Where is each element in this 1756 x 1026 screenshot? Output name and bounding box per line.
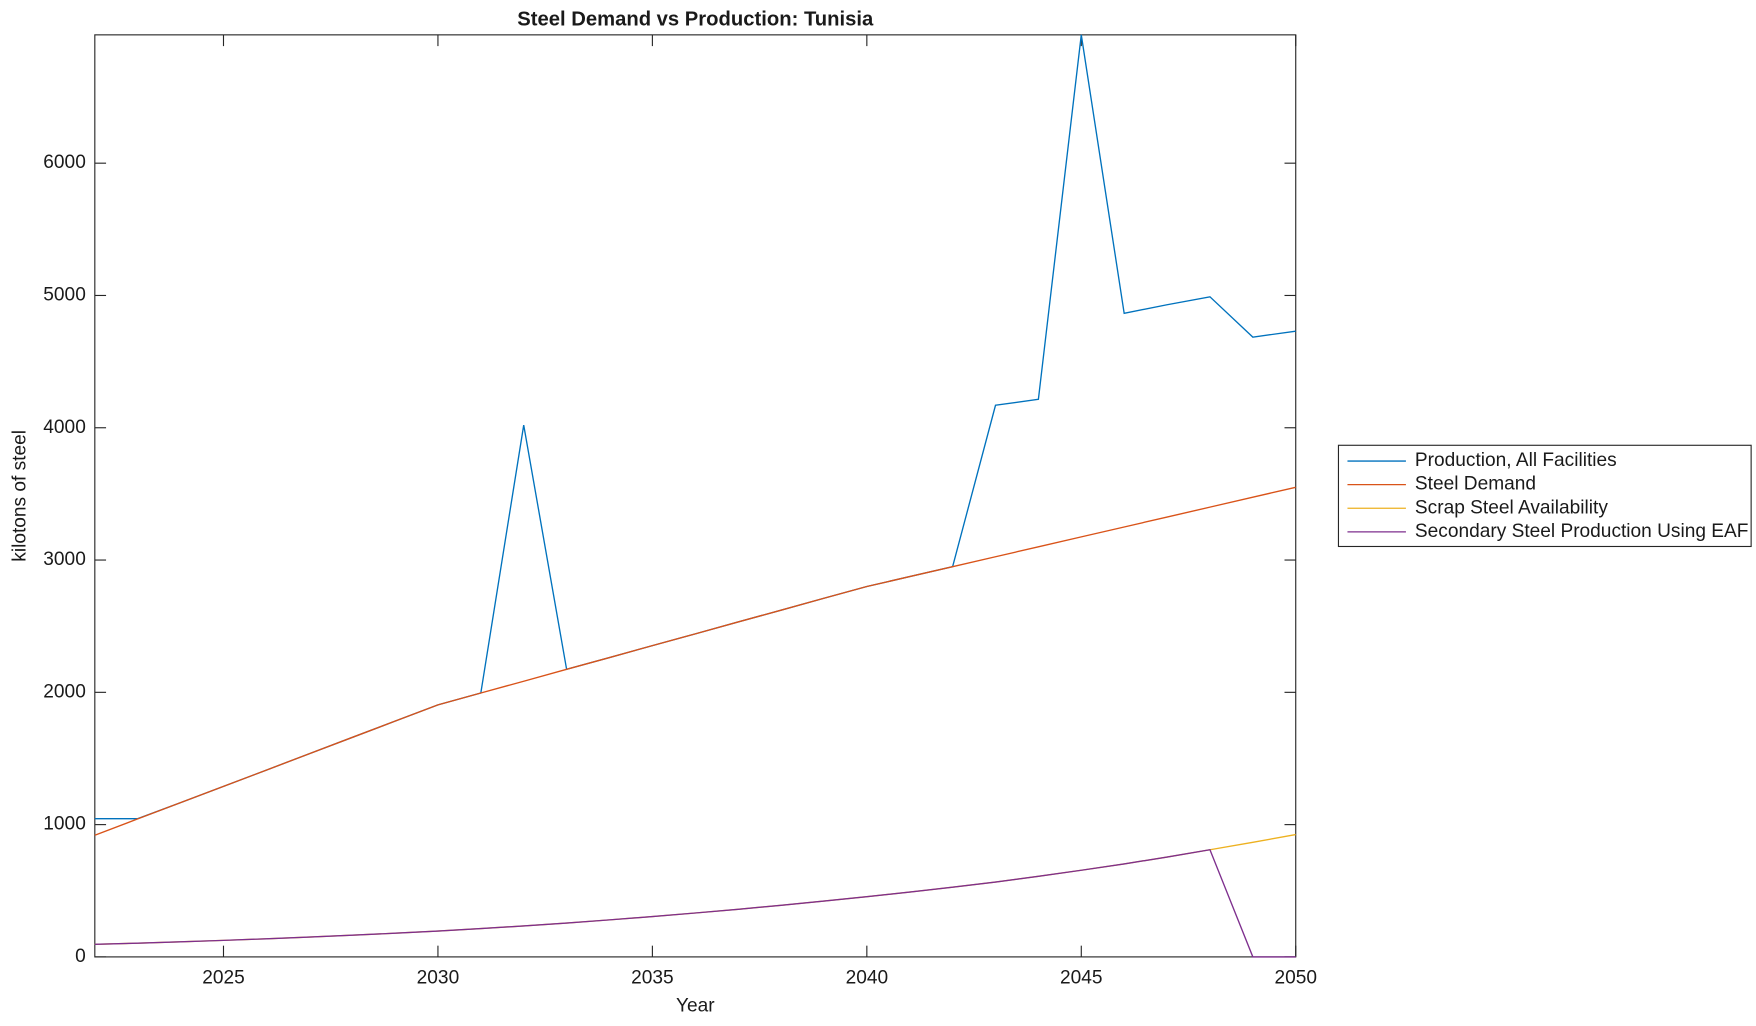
legend-label: Scrap Steel Availability bbox=[1415, 497, 1608, 518]
x-tick-label: 2035 bbox=[631, 967, 674, 988]
x-axis-label: Year bbox=[676, 995, 715, 1016]
x-tick-label: 2050 bbox=[1274, 967, 1317, 988]
x-tick-label: 2045 bbox=[1060, 967, 1103, 988]
y-tick-label: 5000 bbox=[43, 285, 86, 306]
series-line bbox=[94, 833, 1296, 946]
y-tick-label: 0 bbox=[75, 946, 86, 967]
legend-label: Production, All Facilities bbox=[1415, 450, 1617, 471]
y-tick-label: 6000 bbox=[43, 152, 86, 173]
y-axis-label: kilotons of steel bbox=[10, 430, 31, 562]
x-tick-label: 2040 bbox=[846, 967, 889, 988]
series-line bbox=[94, 34, 1296, 820]
y-tick-label: 3000 bbox=[43, 549, 86, 570]
legend-label: Steel Demand bbox=[1415, 474, 1536, 495]
y-tick-label: 4000 bbox=[43, 417, 86, 438]
plot-frame bbox=[94, 34, 1297, 958]
legend-box bbox=[1337, 444, 1752, 548]
legend-label: Secondary Steel Production Using EAF bbox=[1415, 521, 1749, 542]
x-tick-label: 2025 bbox=[202, 967, 245, 988]
series-line bbox=[94, 486, 1296, 836]
series-line bbox=[94, 848, 1296, 958]
x-tick-label: 2030 bbox=[417, 967, 460, 988]
y-tick-label: 1000 bbox=[43, 814, 86, 835]
y-tick-label: 2000 bbox=[43, 681, 86, 702]
chart-title: Steel Demand vs Production: Tunisia bbox=[517, 9, 874, 31]
